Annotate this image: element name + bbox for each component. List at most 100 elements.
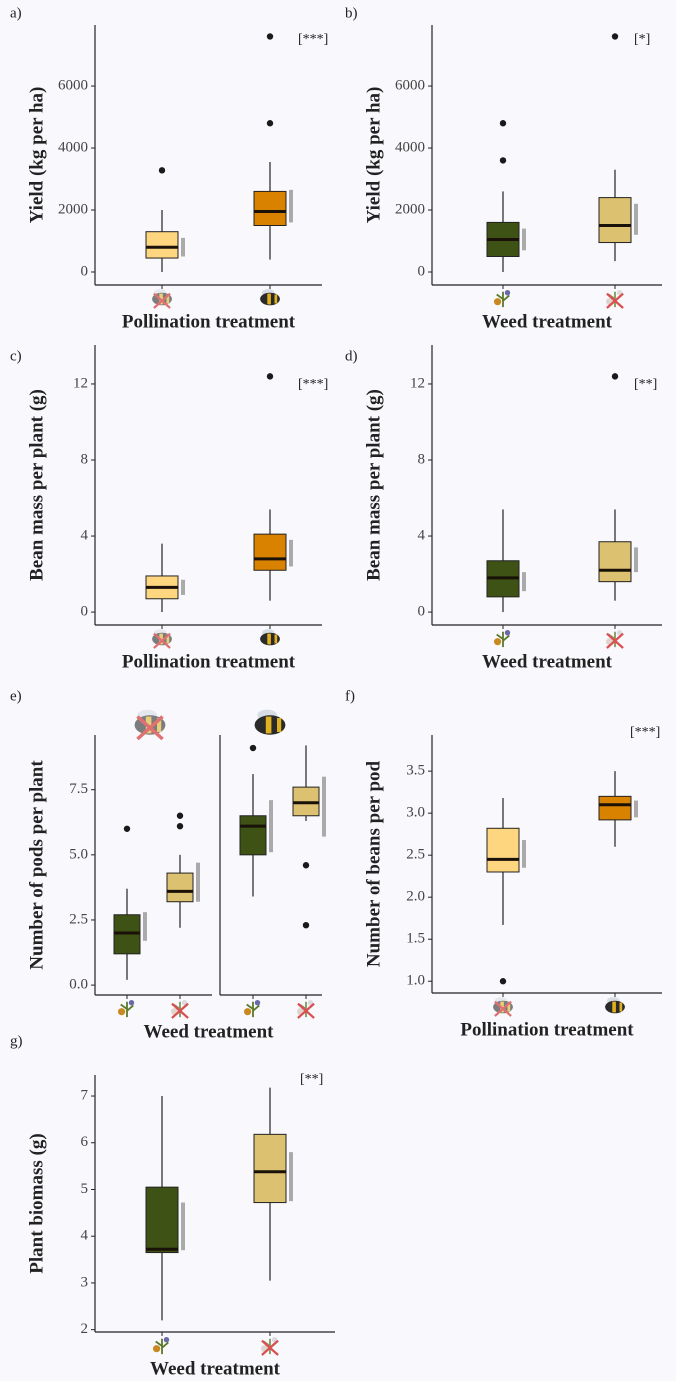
y-tick-label: 1.0 xyxy=(406,973,425,989)
y-tick-label: 8 xyxy=(418,451,426,467)
y-tick-label: 2000 xyxy=(395,201,425,217)
bee-stripe xyxy=(274,634,278,644)
icon xyxy=(494,630,511,648)
y-tick-label: 5 xyxy=(81,1181,89,1197)
interval xyxy=(269,800,273,853)
interval xyxy=(634,547,638,573)
x-axis-label: Pollination treatment xyxy=(122,651,296,672)
box xyxy=(253,533,287,571)
box xyxy=(486,827,520,873)
x-axis-label: Weed treatment xyxy=(150,1358,281,1379)
y-tick-label: 4 xyxy=(418,527,426,543)
interval xyxy=(289,189,293,223)
interval xyxy=(522,228,526,251)
annotation: [***] xyxy=(630,725,660,740)
plant-flower xyxy=(504,290,511,296)
interval xyxy=(196,862,200,902)
panel-label: a) xyxy=(10,5,22,21)
box xyxy=(598,795,632,821)
y-tick-label: 0.0 xyxy=(69,977,88,993)
annotation: [***] xyxy=(298,377,328,392)
plant-flower xyxy=(616,290,623,296)
outlier xyxy=(266,373,274,380)
bee-stripe xyxy=(157,718,162,732)
icon xyxy=(260,289,280,306)
y-tick-label: 2.5 xyxy=(406,847,425,863)
box xyxy=(145,231,179,259)
bee-stripe xyxy=(612,1001,616,1013)
y-axis-label: Plant biomass (g) xyxy=(26,1133,47,1273)
cross xyxy=(171,1002,189,1019)
y-axis-label: Number of beans per pod xyxy=(363,760,384,967)
icon xyxy=(152,629,172,649)
cross xyxy=(494,1000,512,1017)
box xyxy=(166,872,194,903)
y-tick-label: 2.0 xyxy=(406,889,425,905)
cross xyxy=(136,715,164,741)
y-tick-label: 0 xyxy=(418,604,426,620)
interval xyxy=(522,840,526,868)
interval xyxy=(289,539,293,567)
plant-flower xyxy=(153,1345,161,1353)
interval xyxy=(143,912,147,941)
bee-stripe xyxy=(166,634,170,644)
bee-stripe xyxy=(265,716,272,734)
icon xyxy=(260,629,280,646)
plant-flower xyxy=(163,1337,170,1343)
y-axis-label: Bean mass per plant (g) xyxy=(363,389,384,581)
plant-flower xyxy=(494,298,502,306)
outlier xyxy=(302,921,310,929)
cross xyxy=(153,632,171,649)
interval xyxy=(634,800,638,818)
y-tick-label: 0 xyxy=(81,604,89,620)
panel-label: c) xyxy=(10,348,22,364)
y-axis-label: Yield (kg per ha) xyxy=(363,87,384,224)
x-axis-label: Weed treatment xyxy=(144,1021,275,1042)
bee-stripe xyxy=(507,1002,511,1012)
annotation: [*] xyxy=(634,32,650,47)
interval xyxy=(322,776,326,837)
plant-stem xyxy=(155,1338,169,1355)
y-tick-label: 7.5 xyxy=(69,781,88,797)
box xyxy=(598,197,632,244)
y-tick-label: 2000 xyxy=(58,201,88,217)
y-tick-label: 5.0 xyxy=(69,846,88,862)
plant-flower xyxy=(254,1000,261,1006)
outlier xyxy=(176,822,184,830)
y-tick-label: 3.5 xyxy=(406,763,425,779)
outlier xyxy=(499,157,507,164)
panel-label: g) xyxy=(10,1033,23,1049)
annotation: [***] xyxy=(298,32,328,47)
y-tick-label: 12 xyxy=(410,375,425,391)
outlier xyxy=(611,33,619,40)
cross xyxy=(606,632,624,649)
x-axis-label: Pollination treatment xyxy=(122,311,296,332)
x-axis-label: Weed treatment xyxy=(482,311,613,332)
y-tick-label: 3.0 xyxy=(406,805,425,821)
panel-label: d) xyxy=(345,348,358,364)
icon xyxy=(261,1337,279,1356)
box xyxy=(253,190,287,227)
bee-stripe xyxy=(267,293,271,305)
plant-flower xyxy=(181,1000,188,1006)
outlier xyxy=(499,120,507,127)
y-tick-label: 4 xyxy=(81,527,89,543)
y-tick-label: 6 xyxy=(81,1134,89,1150)
y-tick-label: 1.5 xyxy=(406,931,425,947)
plant-flower xyxy=(128,1000,135,1006)
icon xyxy=(254,709,286,735)
y-tick-label: 0 xyxy=(81,263,89,279)
interval xyxy=(289,1152,293,1202)
plant-stem xyxy=(246,1001,260,1018)
interval xyxy=(634,203,638,235)
plant-flower xyxy=(244,1008,252,1016)
box xyxy=(239,815,267,856)
box xyxy=(598,541,632,583)
outlier xyxy=(611,373,619,380)
outlier xyxy=(176,812,184,819)
icon xyxy=(152,289,172,309)
y-tick-label: 7 xyxy=(81,1087,89,1103)
outlier xyxy=(266,120,274,127)
